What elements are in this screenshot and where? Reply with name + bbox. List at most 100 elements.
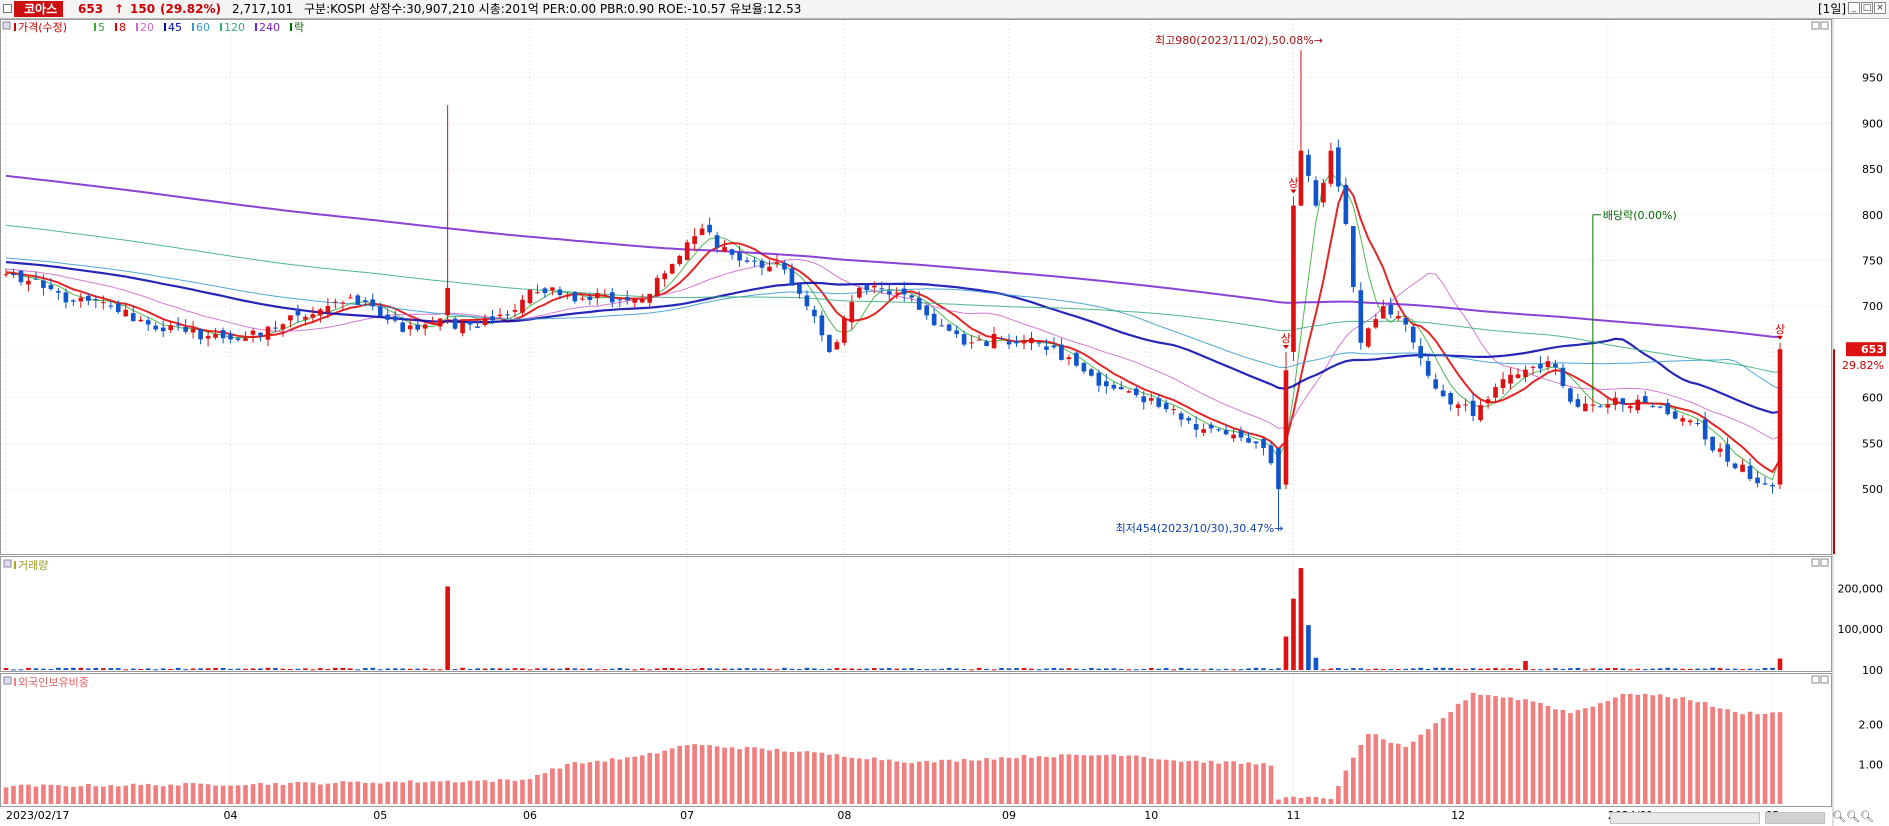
foreign-bar [1762,713,1768,804]
volume-bar [1380,669,1386,671]
volume-panel-min-icon[interactable] [1811,558,1820,567]
stock-name[interactable]: 코아스 [14,1,64,17]
volume-bar [1717,668,1723,670]
foreign-bar [370,782,376,804]
candle-body [1104,381,1109,387]
minimize-icon[interactable]: _ [1848,2,1860,14]
candle-body [1216,429,1221,431]
foreign-bar [849,757,855,804]
foreign-bar [939,759,944,804]
foreign-bar [505,779,510,804]
volume-bar [1365,669,1371,671]
candle-body [722,246,727,252]
price-panel-close-icon[interactable] [1820,21,1829,30]
volume-bar [609,668,615,670]
horizontal-scrollbar[interactable] [1610,812,1760,824]
foreign-bar [445,780,450,804]
candle-body [557,289,563,296]
volume-bar [1148,668,1154,670]
candle-body [1508,374,1513,384]
volume-bar [550,668,555,670]
candle-body [1231,434,1236,439]
legend-item-120[interactable]: 120 [224,21,245,34]
foreign-bar [1193,760,1199,804]
foreign-bar [1553,709,1558,804]
volume-bar [954,668,959,670]
volume-bar [1725,668,1730,670]
time-tick-label: 2023/02/17 [6,809,69,822]
candle-body [1029,337,1034,344]
trade-volume: 2,717,101 [232,2,294,16]
volume-bar [160,668,166,670]
foreign-bar [617,759,623,804]
volume-bar [1193,668,1199,670]
close-icon[interactable]: × [1874,2,1886,14]
foreign-bar [1388,742,1394,804]
candle-body [669,264,675,274]
foreign-bar [924,760,930,804]
legend-item-5[interactable]: 5 [98,21,105,34]
volume-bar [243,668,248,670]
volume-bar [1613,667,1618,670]
volume-bar [100,668,106,670]
foreign-bar [1133,755,1139,804]
candle-body [677,255,682,265]
period-label[interactable]: [1일] [1818,2,1847,16]
zoom-slider[interactable] [1765,812,1825,824]
zoom-icons[interactable]: 🔍︎🔍︎🔍︎ [1832,810,1874,823]
price-tick-label: 700 [1862,300,1883,313]
candle-body [190,328,196,333]
candle-body [348,297,353,299]
candle-body [1530,366,1536,368]
volume-bar [1006,668,1012,670]
foreign-bar [572,762,578,804]
volume-bar [220,667,226,670]
candle-body [1665,402,1671,415]
current-price-label: 653 [1861,343,1884,356]
foreign-bar [639,755,645,804]
volume-bar [1695,668,1700,670]
foreign-bar [1687,700,1693,804]
volume-panel-close-icon[interactable] [1820,558,1829,567]
volume-bar [138,668,144,670]
candle-body [916,297,922,310]
stock-chart[interactable]: 5005506006507007508008509009502023/02/17… [0,19,1889,826]
header-checkbox[interactable] [3,4,12,13]
candle-body [1074,352,1079,366]
volume-bar [1156,668,1162,670]
legend-item-240[interactable]: 240 [259,21,280,34]
time-tick-label: 08 [837,809,851,822]
volume-bar [572,668,578,670]
foreign-bar [1493,696,1498,804]
volume-bar [1208,668,1214,670]
legend-item-60[interactable]: 60 [196,21,210,34]
candle-body [385,314,391,320]
volume-bar [871,668,877,670]
legend-item-락[interactable]: 락 [294,21,304,34]
volume-bar [56,667,61,670]
legend-item-8[interactable]: 8 [119,21,126,34]
foreign-bar [1126,755,1132,804]
candle-body [213,333,218,338]
legend-item-20[interactable]: 20 [140,21,154,34]
volume-bar [1635,668,1641,670]
foreign-panel-close-icon[interactable] [1820,675,1829,684]
maximize-icon[interactable]: □ [1861,2,1873,14]
legend-item-45[interactable]: 45 [168,21,182,34]
volume-bar [415,668,421,670]
price-panel-toggle[interactable] [2,21,11,30]
foreign-bar [999,757,1004,804]
candle-body [969,342,974,344]
foreign-bar [348,781,353,804]
foreign-panel-toggle[interactable] [3,676,12,685]
volume-bar [48,668,54,670]
volume-bar [535,668,540,670]
volume-bar [437,669,443,671]
volume-panel-toggle[interactable] [3,559,12,568]
volume-bar [348,668,353,670]
price-panel-min-icon[interactable] [1811,21,1820,30]
volume-bar [1523,661,1528,670]
legend-item-가격(수정)[interactable]: 가격(수정) [18,21,67,34]
foreign-panel-min-icon[interactable] [1811,675,1820,684]
foreign-bar [1613,697,1618,804]
